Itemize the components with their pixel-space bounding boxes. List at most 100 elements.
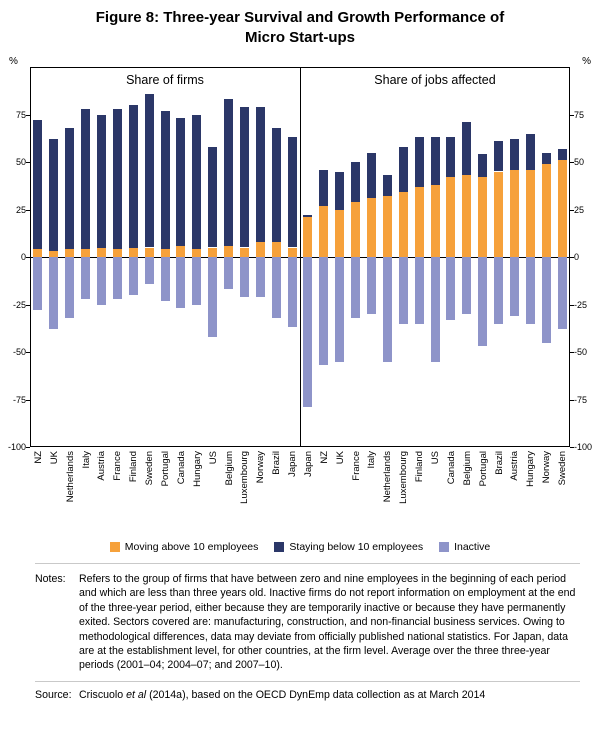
bar-moving-above-10: [478, 177, 488, 257]
y-tick-mark: [26, 257, 30, 258]
bar-inactive: [144, 257, 154, 284]
x-axis-label: Hungary: [525, 451, 537, 487]
bar-staying-below-10: [414, 137, 424, 187]
x-axis-label: Norway: [541, 451, 553, 484]
bar-moving-above-10: [208, 247, 218, 257]
x-axis-label: Luxembourg: [398, 451, 410, 504]
y-axis-unit-left: %: [9, 56, 18, 67]
notes-label: Notes:: [35, 573, 66, 585]
bar-inactive: [49, 257, 59, 330]
bar-staying-below-10: [239, 106, 249, 248]
bar-moving-above-10: [557, 160, 567, 257]
bar-inactive: [414, 257, 424, 324]
source-text-part: (2014a), based on the OECD DynEmp data c…: [146, 688, 486, 701]
y-tick-mark: [570, 304, 574, 306]
y-tick-label-left: -100: [7, 442, 26, 452]
y-tick-mark: [26, 209, 30, 211]
bar-inactive: [81, 257, 91, 299]
legend-item: Inactive: [439, 541, 490, 553]
bar-inactive: [224, 257, 234, 290]
x-axis-label: Finland: [414, 451, 426, 483]
y-tick-mark: [26, 352, 30, 353]
bar-staying-below-10: [494, 141, 504, 172]
x-axis-label: UK: [334, 451, 346, 465]
bar-moving-above-10: [160, 249, 170, 257]
y-tick-mark: [26, 304, 30, 306]
notes-section: Notes: Refers to the group of firms that…: [35, 563, 580, 673]
notes-text: Refers to the group of firms that have b…: [79, 573, 576, 672]
bar-moving-above-10: [446, 177, 456, 257]
chart-area: % % 75 75 50 50 25 25 0 0 -25 -25 -50 -50 -75 -75 -100…: [0, 47, 600, 539]
bar-inactive: [287, 257, 297, 328]
bar-inactive: [541, 257, 551, 343]
bar-inactive: [239, 257, 249, 297]
bar-moving-above-10: [96, 247, 106, 257]
bar-moving-above-10: [509, 169, 519, 257]
x-axis-label: Canada: [175, 451, 187, 485]
bar-staying-below-10: [81, 108, 91, 250]
bar-staying-below-10: [319, 169, 329, 206]
panel-divider: [300, 67, 301, 447]
x-axis-label: Belgium: [461, 451, 473, 486]
y-tick-mark: [26, 399, 30, 401]
bar-inactive: [557, 257, 567, 330]
bar-staying-below-10: [430, 137, 440, 185]
bar-inactive: [446, 257, 456, 320]
bar-inactive: [128, 257, 138, 295]
bar-moving-above-10: [287, 247, 297, 257]
bar-staying-below-10: [557, 148, 567, 161]
bar-moving-above-10: [176, 245, 186, 257]
bar-inactive: [160, 257, 170, 301]
bar-moving-above-10: [430, 184, 440, 257]
y-tick-label-left: 75: [15, 109, 26, 120]
x-axis-label: Italy: [366, 451, 378, 469]
legend-item: Staying below 10 employees: [274, 541, 423, 553]
y-tick-label-left: 50: [15, 157, 26, 167]
bar-staying-below-10: [541, 152, 551, 164]
bar-moving-above-10: [366, 198, 376, 257]
x-axis-label: Austria: [96, 451, 108, 481]
bar-staying-below-10: [33, 120, 43, 250]
y-tick-mark: [570, 162, 574, 163]
bar-staying-below-10: [271, 127, 281, 242]
y-tick-label-left: 25: [15, 204, 26, 215]
bar-inactive: [319, 257, 329, 366]
y-tick-mark: [570, 114, 574, 116]
bar-inactive: [33, 257, 43, 311]
bar-moving-above-10: [335, 209, 345, 257]
y-tick-mark: [570, 257, 574, 258]
bar-staying-below-10: [192, 114, 202, 250]
y-tick-label-left: -75: [12, 394, 26, 405]
bar-moving-above-10: [462, 175, 472, 257]
x-axis-label: Sweden: [557, 451, 569, 486]
bar-inactive: [351, 257, 361, 318]
bar-inactive: [366, 257, 376, 314]
bar-staying-below-10: [65, 127, 75, 250]
bar-moving-above-10: [192, 249, 202, 257]
bar-staying-below-10: [462, 122, 472, 176]
bar-staying-below-10: [446, 137, 456, 178]
source-text-part: Criscuolo: [79, 688, 127, 701]
bar-staying-below-10: [112, 108, 122, 250]
bar-staying-below-10: [160, 110, 170, 250]
bar-inactive: [96, 257, 106, 305]
bar-inactive: [65, 257, 75, 318]
bar-moving-above-10: [112, 249, 122, 257]
bar-staying-below-10: [351, 162, 361, 202]
y-tick-mark: [26, 114, 30, 116]
bar-inactive: [462, 257, 472, 314]
figure-page: Figure 8: Three-year Survival and Growth…: [0, 8, 600, 702]
x-axis-label: Portugal: [160, 451, 171, 487]
bar-moving-above-10: [49, 251, 59, 257]
y-tick-mark: [570, 352, 574, 353]
bar-moving-above-10: [303, 217, 313, 257]
bar-inactive: [112, 257, 122, 299]
bar-inactive: [208, 257, 218, 337]
bar-staying-below-10: [478, 154, 488, 178]
x-axis-label: France: [350, 451, 362, 481]
x-axis-label: Japan: [287, 451, 299, 477]
bar-inactive: [398, 257, 408, 324]
y-tick-label-left: -50: [12, 347, 26, 357]
legend-swatch: [274, 542, 285, 552]
source-text: Criscuolo et al (2014a), based on the OE…: [79, 688, 580, 702]
